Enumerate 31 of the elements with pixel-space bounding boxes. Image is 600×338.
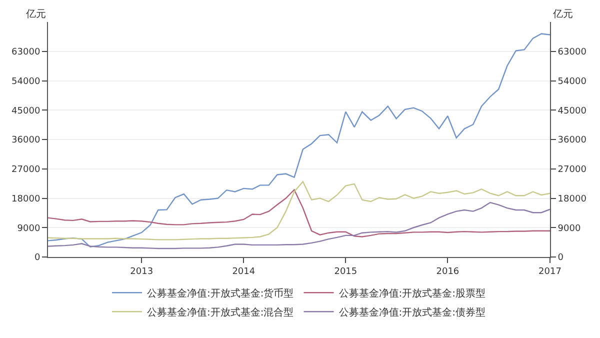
x-tick-label: 2017 — [538, 266, 562, 277]
y2-tick-label: 54000 — [558, 76, 587, 87]
y-tick-label: 45000 — [12, 106, 40, 116]
y-tick-label: 63000 — [12, 48, 40, 58]
legend-label: 公募基金净值:开放式基金:债券型 — [338, 306, 486, 319]
line-series — [48, 33, 550, 248]
y-tick-label: 54000 — [12, 76, 40, 87]
x-tick-label: 2014 — [232, 266, 256, 277]
y-tick-label: 9000 — [17, 224, 40, 234]
y-tick-label: 18000 — [12, 194, 40, 204]
x-tick-label: 2016 — [436, 266, 460, 277]
y2-tick-label: 27000 — [558, 165, 587, 176]
y2-tick-label: 9000 — [558, 224, 581, 234]
line-series — [48, 202, 550, 250]
y2-tick-label: 45000 — [558, 106, 587, 116]
y2-axis-title: 亿元 — [552, 9, 573, 20]
x-tick-label: 2013 — [130, 266, 154, 277]
y-tick-label: 36000 — [12, 136, 40, 146]
legend-label: 公募基金净值:开放式基金:货币型 — [147, 288, 294, 300]
y2-tick-label: 18000 — [558, 194, 587, 204]
legend-label: 公募基金净值:开放式基金:混合型 — [147, 306, 294, 319]
y-tick-label: 27000 — [12, 165, 40, 176]
y2-tick-label: 0 — [558, 253, 564, 264]
y-axis-title: 亿元 — [25, 9, 46, 20]
x-tick-label: 2015 — [334, 266, 358, 277]
line-series — [48, 189, 550, 238]
y2-tick-label: 36000 — [558, 136, 587, 146]
y2-tick-label: 63000 — [558, 48, 587, 58]
legend-label: 公募基金净值:开放式基金:股票型 — [338, 288, 486, 300]
line-series — [48, 181, 550, 240]
y-tick-label: 0 — [34, 253, 40, 264]
